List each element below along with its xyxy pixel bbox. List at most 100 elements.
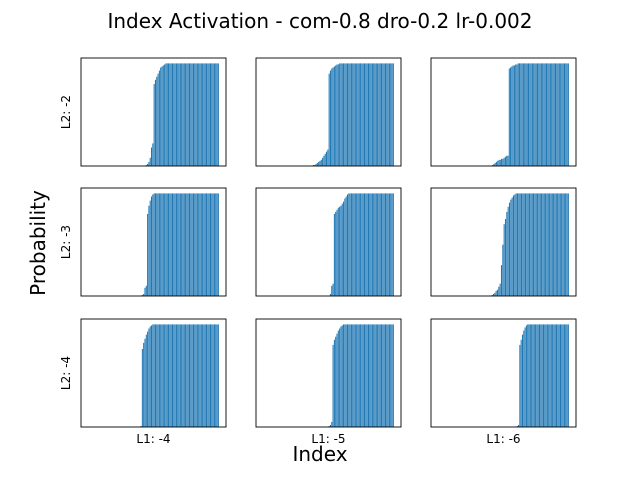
bar (360, 193, 362, 296)
bar (194, 63, 196, 166)
bar (162, 65, 164, 166)
bar (175, 63, 177, 166)
bar (328, 73, 330, 166)
bar (153, 83, 155, 166)
bar (157, 324, 159, 427)
bar (209, 324, 212, 427)
bar (362, 193, 364, 296)
bar (391, 193, 393, 296)
bar (565, 324, 567, 427)
bar (531, 193, 533, 296)
bar (364, 63, 366, 166)
bar (171, 193, 174, 296)
bar (371, 63, 373, 166)
bar (353, 193, 355, 296)
bar (379, 324, 381, 427)
bar (377, 324, 379, 427)
bar (168, 324, 170, 427)
bar (323, 155, 325, 166)
bar (541, 193, 543, 296)
bar (208, 63, 210, 166)
bar (200, 324, 202, 427)
bar (168, 193, 170, 296)
bar (169, 193, 171, 296)
bar (148, 161, 150, 166)
bar (203, 63, 205, 166)
subplot-grid: L2: -2 L2: -3 L2: -4 L1: -4 L1: -5 L1: -6 (59, 57, 577, 446)
bar (177, 63, 179, 166)
bar (170, 324, 172, 427)
bar (192, 193, 194, 296)
bar (192, 324, 194, 427)
bar (506, 155, 508, 166)
bar (340, 63, 342, 166)
bar (211, 324, 213, 427)
bar (388, 324, 390, 427)
bar (203, 193, 205, 296)
bar (339, 63, 341, 166)
bar (191, 324, 193, 427)
bar (156, 324, 158, 427)
bar (391, 63, 393, 166)
bar (500, 265, 503, 296)
bar (337, 64, 339, 166)
bar (361, 63, 363, 166)
bar (324, 153, 326, 166)
bar (212, 63, 214, 166)
bar (530, 193, 532, 296)
bar (539, 63, 541, 166)
bar (548, 63, 550, 166)
bar (362, 324, 364, 427)
bar (366, 193, 368, 296)
bar (506, 211, 508, 296)
bar (148, 205, 150, 296)
bar (526, 193, 528, 296)
bar (552, 63, 554, 166)
bar (161, 324, 163, 427)
bar (331, 421, 333, 427)
bar (168, 63, 170, 166)
bar (507, 206, 509, 296)
bar (383, 324, 385, 427)
bar (352, 63, 354, 166)
bar (361, 324, 363, 427)
bar (198, 193, 200, 296)
bar (520, 63, 522, 166)
bar (348, 193, 350, 296)
subplot-2-2 (255, 187, 402, 297)
bar (177, 193, 179, 296)
bar (215, 63, 217, 166)
bar (187, 324, 189, 427)
bar (199, 193, 201, 296)
bar (166, 63, 168, 166)
bar (371, 193, 373, 296)
bar (350, 193, 352, 296)
subplot-3-3: L1: -6 (430, 318, 577, 446)
bar (320, 159, 322, 166)
bar (557, 324, 559, 427)
bar (507, 155, 509, 166)
bar (495, 290, 497, 296)
subplot-1-3 (430, 57, 577, 167)
bar (140, 425, 142, 427)
bar (492, 293, 495, 296)
bar (518, 193, 520, 296)
bar (185, 63, 187, 166)
bar (185, 193, 187, 296)
bar (149, 200, 151, 296)
bar (199, 324, 201, 427)
bar (166, 324, 168, 427)
bar (567, 193, 569, 296)
x-axis-label: Index (292, 442, 347, 466)
bar (378, 324, 380, 427)
bar (504, 219, 507, 296)
bar (520, 339, 522, 427)
bar (314, 164, 316, 166)
bar (353, 63, 355, 166)
subplot-frame (255, 57, 402, 167)
bar (565, 63, 567, 166)
bar (556, 63, 558, 166)
bar (384, 193, 387, 296)
bar (546, 193, 548, 296)
bar (544, 63, 546, 166)
